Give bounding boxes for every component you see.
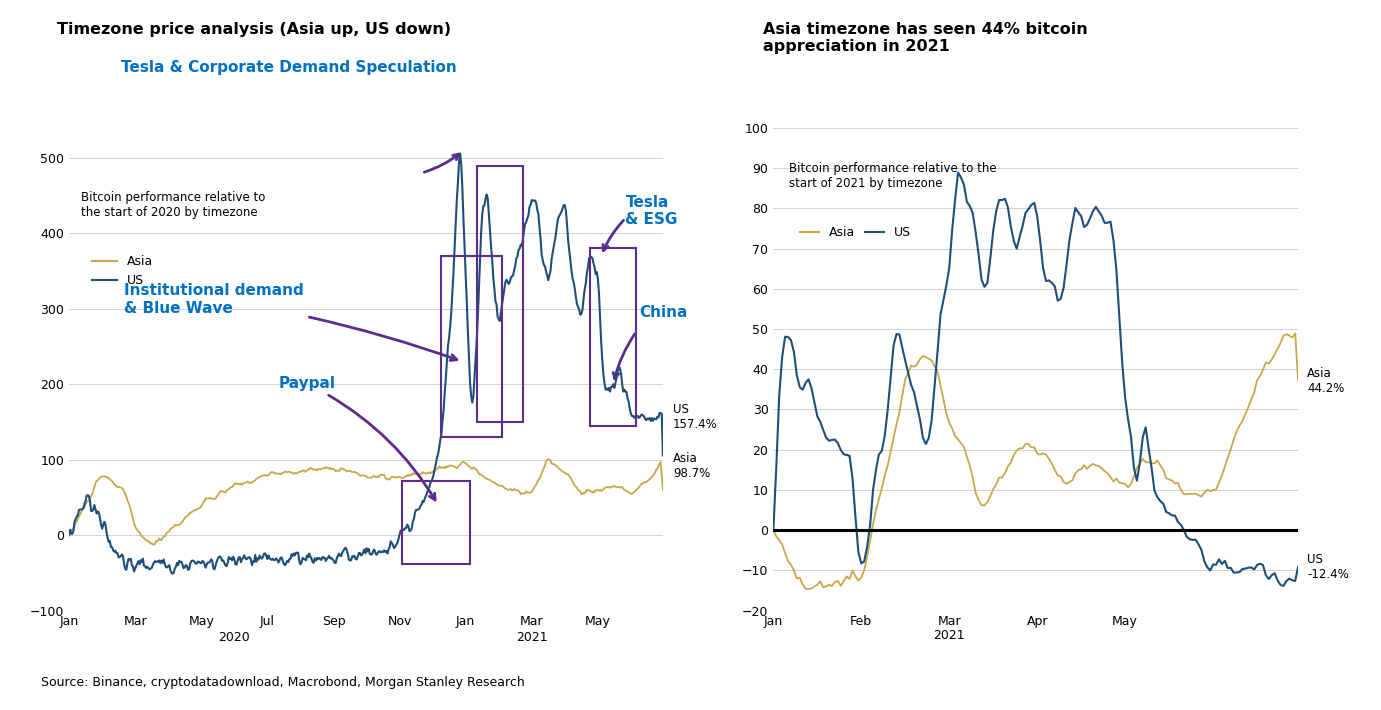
Text: Tesla & Corporate Demand Speculation: Tesla & Corporate Demand Speculation [122, 60, 457, 75]
Text: Bitcoin performance relative to the
start of 2021 by timezone: Bitcoin performance relative to the star… [789, 162, 997, 190]
Text: 2021: 2021 [516, 630, 548, 644]
Text: Asia
98.7%: Asia 98.7% [673, 452, 710, 480]
Text: 2021: 2021 [934, 629, 965, 642]
Text: Asia
44.2%: Asia 44.2% [1306, 367, 1344, 395]
Bar [442, 256, 503, 437]
Bar [590, 248, 637, 426]
Legend: Asia, US: Asia, US [795, 221, 916, 244]
Text: Timezone price analysis (Asia up, US down): Timezone price analysis (Asia up, US dow… [57, 21, 452, 37]
Text: Asia timezone has seen 44% bitcoin
appreciation in 2021: Asia timezone has seen 44% bitcoin appre… [762, 21, 1088, 54]
Text: China: China [639, 305, 688, 320]
Text: Institutional demand
& Blue Wave: Institutional demand & Blue Wave [124, 283, 457, 361]
Text: US
-12.4%: US -12.4% [1306, 552, 1349, 581]
Text: US
157.4%: US 157.4% [673, 403, 718, 431]
Text: Paypal: Paypal [279, 376, 435, 500]
Text: Source: Binance, cryptodatadownload, Macrobond, Morgan Stanley Research: Source: Binance, cryptodatadownload, Mac… [41, 676, 525, 689]
Bar [476, 165, 523, 422]
Legend: Asia, US: Asia, US [87, 250, 159, 293]
Bar [402, 481, 470, 564]
Text: Tesla
& ESG: Tesla & ESG [626, 195, 678, 227]
Text: Bitcoin performance relative to
the start of 2020 by timezone: Bitcoin performance relative to the star… [81, 190, 265, 219]
Text: 2020: 2020 [218, 630, 250, 644]
